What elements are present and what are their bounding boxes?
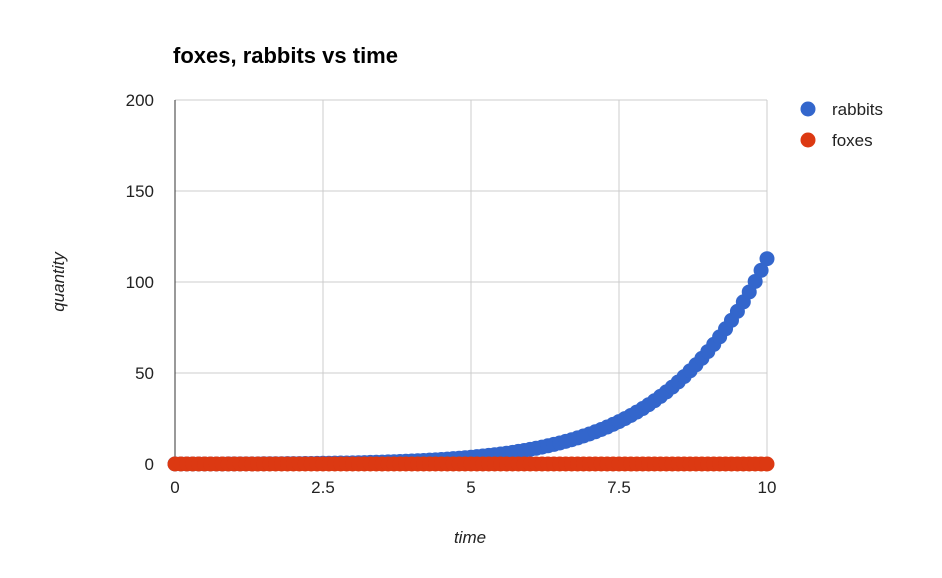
legend-item-foxes: foxes bbox=[800, 131, 873, 150]
x-tick-label: 0 bbox=[170, 478, 179, 497]
series-foxes bbox=[167, 456, 775, 472]
rabbits-point bbox=[759, 251, 775, 267]
x-tick-label: 2.5 bbox=[311, 478, 335, 497]
y-tick-label: 0 bbox=[145, 455, 154, 474]
y-axis-title: quantity bbox=[49, 251, 68, 312]
tick-labels: 0 50 100 150 200 0 2.5 5 7.5 10 bbox=[126, 91, 777, 497]
y-tick-label: 150 bbox=[126, 182, 154, 201]
rabbits-point bbox=[753, 262, 769, 278]
y-tick-label: 200 bbox=[126, 91, 154, 110]
legend-marker bbox=[800, 101, 816, 117]
x-tick-label: 10 bbox=[758, 478, 777, 497]
data-points bbox=[167, 251, 775, 472]
y-tick-label: 100 bbox=[126, 273, 154, 292]
legend-label: foxes bbox=[832, 131, 873, 150]
legend-marker bbox=[800, 132, 816, 148]
legend-item-rabbits: rabbits bbox=[800, 100, 883, 119]
legend-label: rabbits bbox=[832, 100, 883, 119]
legend: rabbits foxes bbox=[800, 100, 883, 150]
y-tick-label: 50 bbox=[135, 364, 154, 383]
rabbits-point bbox=[747, 273, 763, 289]
x-axis-title: time bbox=[454, 528, 486, 547]
chart-title: foxes, rabbits vs time bbox=[173, 43, 398, 68]
gridlines bbox=[175, 99, 768, 464]
x-tick-label: 7.5 bbox=[607, 478, 631, 497]
foxes-point bbox=[759, 456, 775, 472]
x-tick-label: 5 bbox=[466, 478, 475, 497]
